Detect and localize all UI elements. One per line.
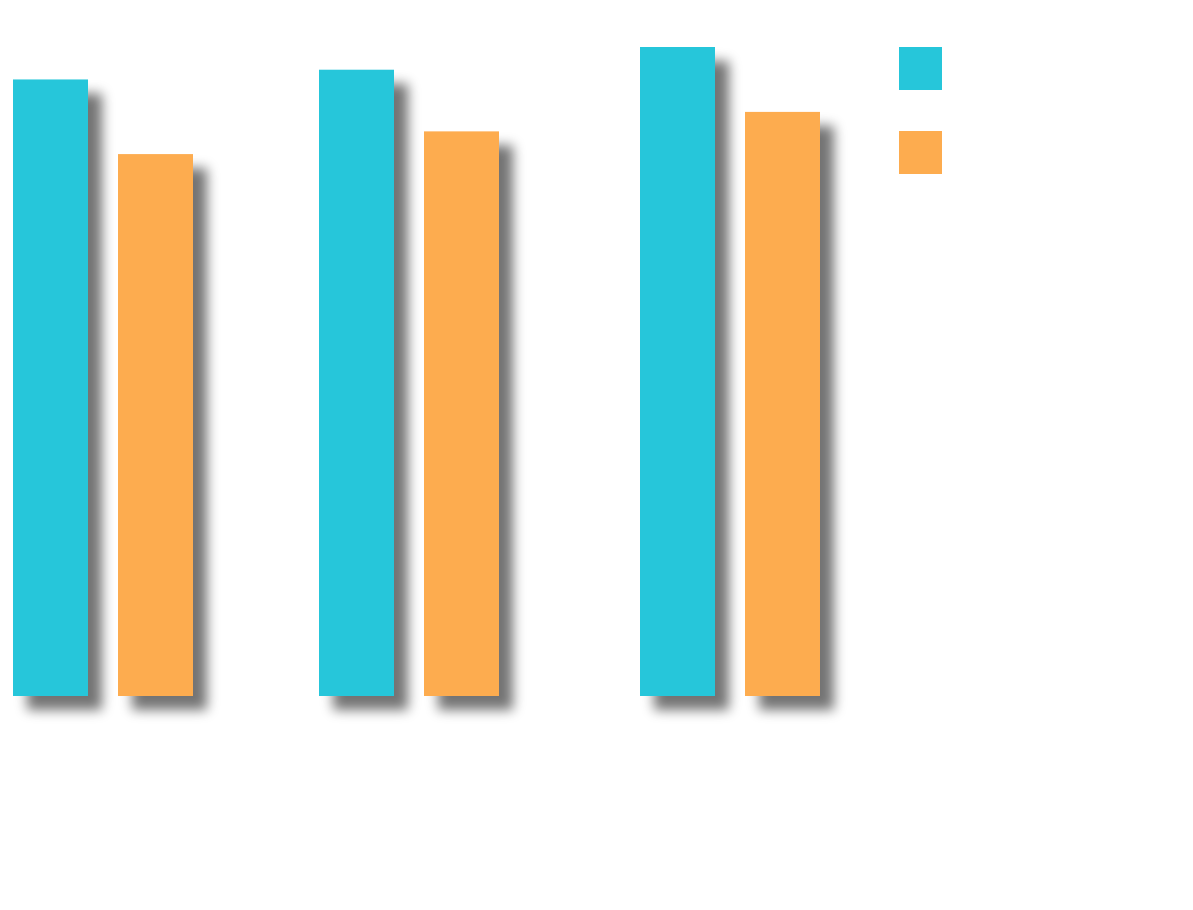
- bar-series-1-category-3[interactable]: [640, 47, 715, 696]
- legend-swatch-series-2: [899, 131, 942, 174]
- bar-series-2-category-3[interactable]: [745, 111, 820, 696]
- bar-series-1-category-1[interactable]: [13, 79, 88, 696]
- legend-item-series-1[interactable]: [899, 47, 954, 90]
- bars-group: [13, 47, 820, 697]
- bar-series-2-category-2[interactable]: [424, 131, 499, 696]
- legend-swatch-series-1: [899, 47, 942, 90]
- bar-series-1-category-2[interactable]: [319, 69, 394, 697]
- legend-item-series-2[interactable]: [899, 131, 954, 174]
- legend: [899, 47, 954, 215]
- bar-series-2-category-1[interactable]: [118, 154, 193, 696]
